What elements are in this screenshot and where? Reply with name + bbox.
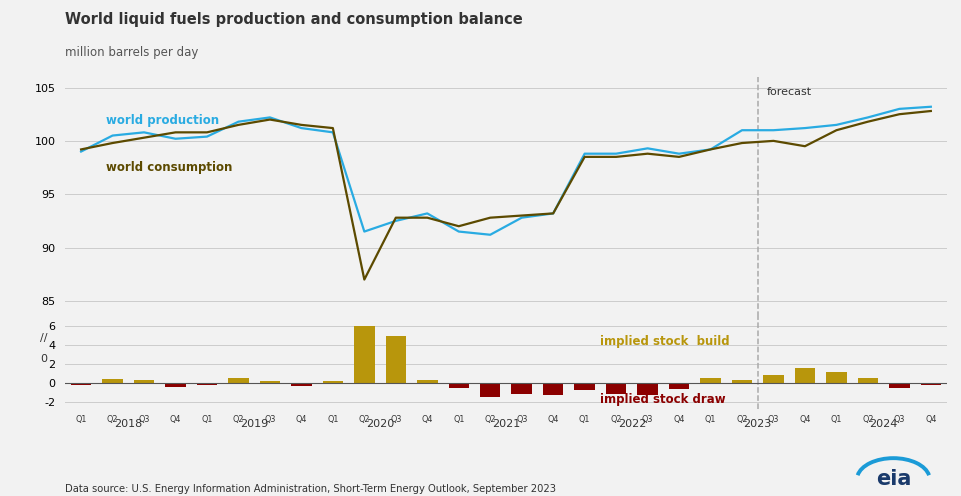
- Bar: [889, 383, 910, 387]
- Bar: [826, 372, 847, 383]
- Bar: [921, 383, 941, 385]
- Bar: [669, 383, 689, 389]
- Text: World liquid fuels production and consumption balance: World liquid fuels production and consum…: [65, 12, 523, 27]
- Text: Data source: U.S. Energy Information Administration, Short-Term Energy Outlook, : Data source: U.S. Energy Information Adm…: [65, 484, 556, 494]
- Text: //: //: [39, 333, 47, 344]
- Text: million barrels per day: million barrels per day: [65, 46, 199, 59]
- Bar: [323, 381, 343, 383]
- Bar: [291, 383, 311, 386]
- Bar: [385, 336, 407, 383]
- Text: 2020: 2020: [366, 419, 394, 429]
- Bar: [701, 378, 721, 383]
- Bar: [354, 326, 375, 383]
- Text: eia: eia: [875, 469, 911, 489]
- Text: 0: 0: [39, 354, 47, 364]
- Bar: [228, 378, 249, 383]
- Text: 2022: 2022: [618, 419, 646, 429]
- Text: implied stock draw: implied stock draw: [601, 393, 726, 406]
- Bar: [857, 378, 878, 383]
- Bar: [480, 383, 501, 397]
- Bar: [165, 383, 185, 386]
- Bar: [543, 383, 563, 395]
- Text: 2023: 2023: [744, 419, 772, 429]
- Text: 2019: 2019: [240, 419, 268, 429]
- Text: implied stock  build: implied stock build: [601, 335, 730, 348]
- Bar: [71, 383, 91, 385]
- Bar: [134, 380, 155, 383]
- Text: 2024: 2024: [870, 419, 898, 429]
- Text: 2021: 2021: [492, 419, 520, 429]
- Bar: [259, 381, 281, 383]
- Bar: [102, 379, 123, 383]
- Bar: [795, 368, 815, 383]
- Bar: [449, 383, 469, 387]
- Bar: [763, 375, 784, 383]
- Bar: [197, 383, 217, 385]
- Text: forecast: forecast: [767, 87, 812, 97]
- Text: world production: world production: [107, 114, 219, 127]
- Bar: [605, 383, 627, 394]
- Text: 2018: 2018: [114, 419, 142, 429]
- Text: world consumption: world consumption: [107, 161, 233, 174]
- Bar: [417, 380, 437, 383]
- Bar: [731, 380, 752, 383]
- Bar: [637, 383, 658, 395]
- Bar: [575, 383, 595, 390]
- Bar: [511, 383, 532, 394]
